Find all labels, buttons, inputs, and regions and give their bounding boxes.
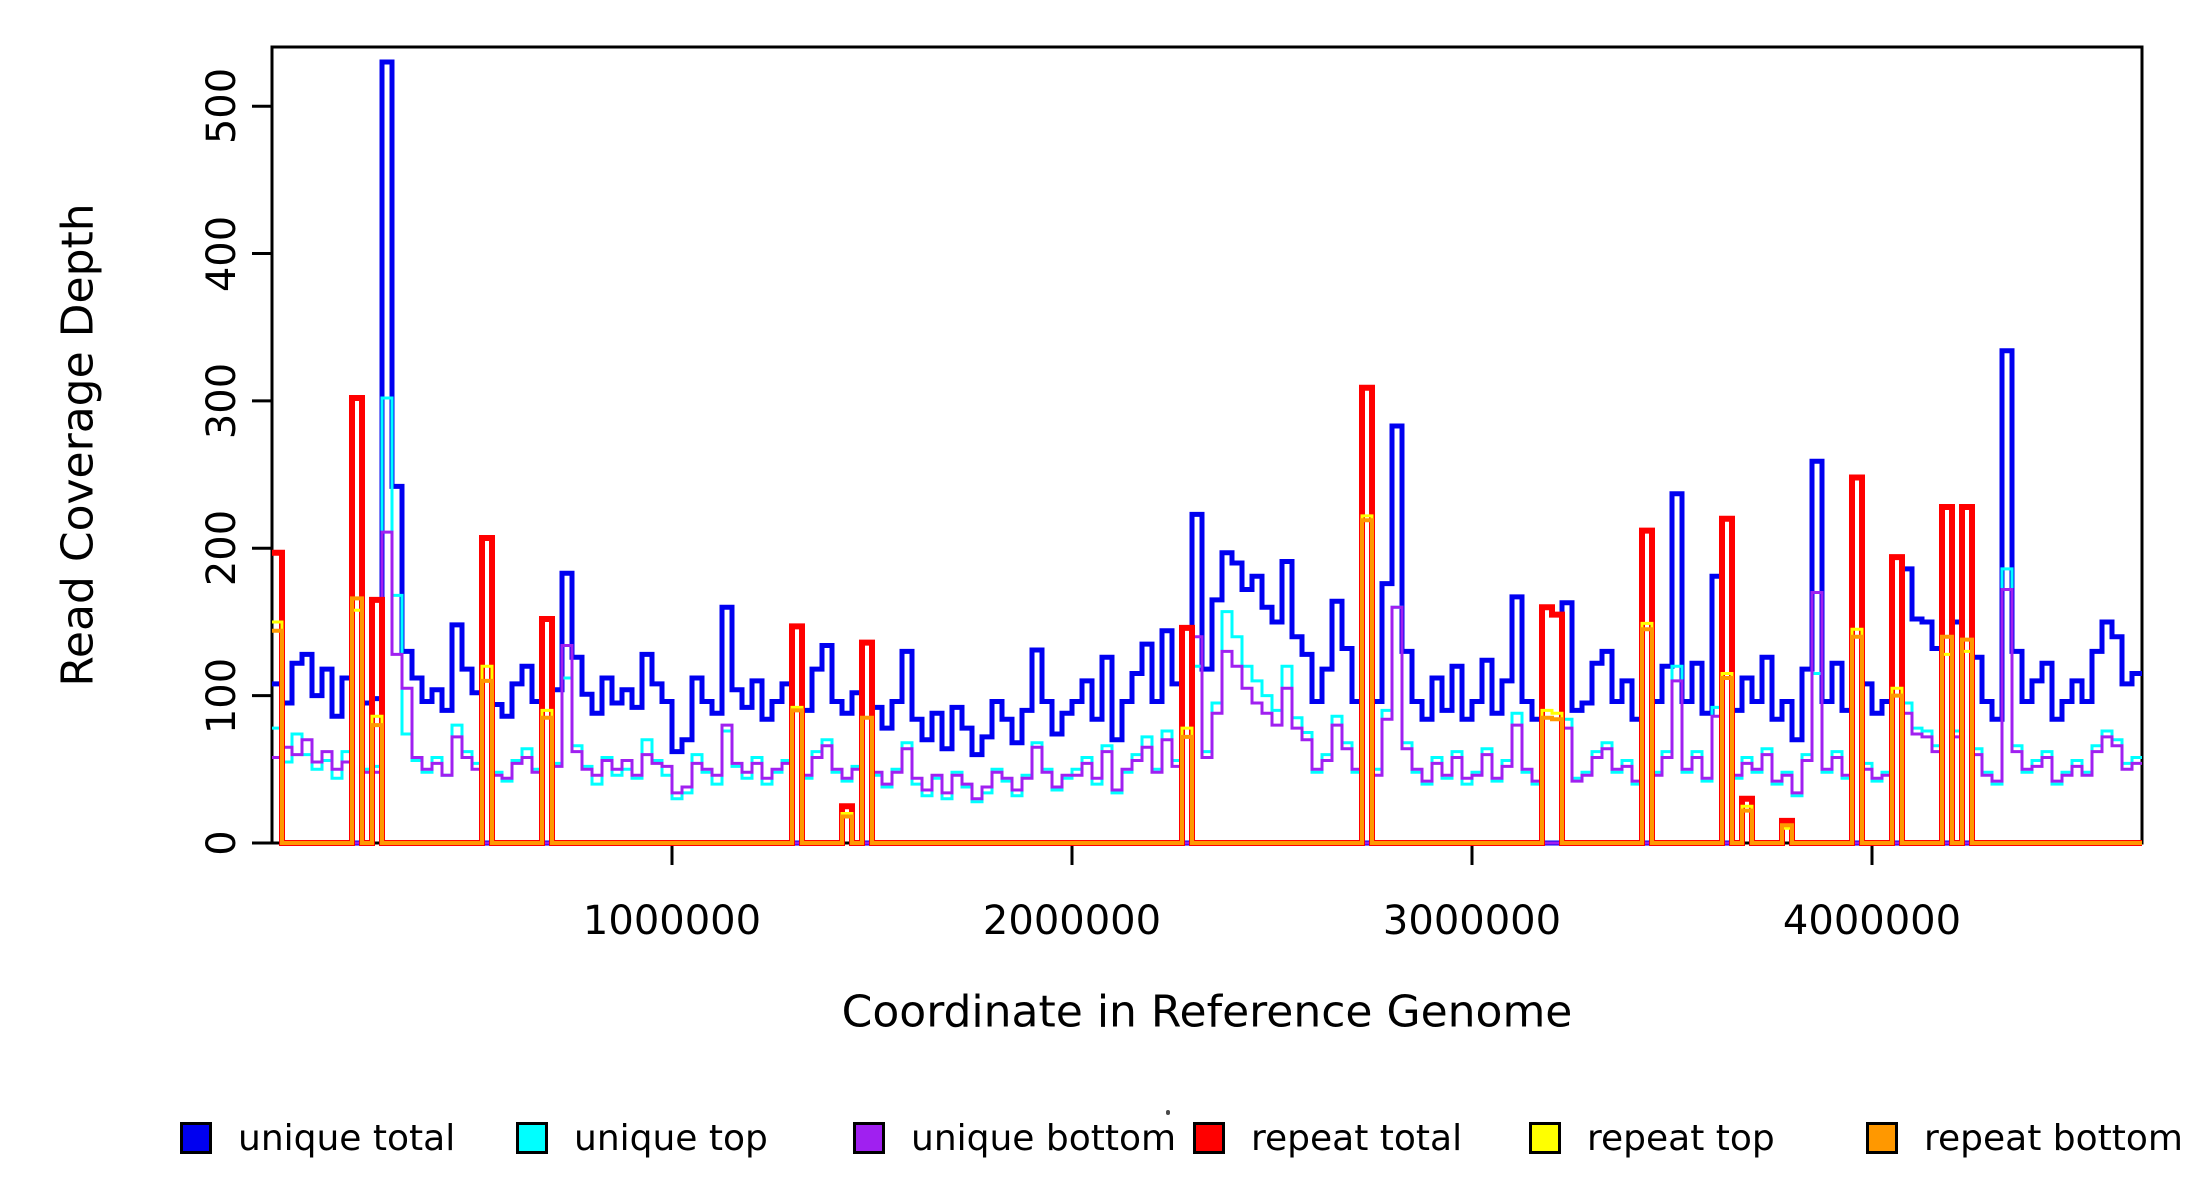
x-axis-title: Coordinate in Reference Genome xyxy=(841,986,1573,1038)
legend-swatch-repeat-top xyxy=(1529,1122,1561,1154)
y-tick-label-0: 0 xyxy=(199,830,245,856)
legend-item-repeat-bottom: repeat bottom xyxy=(1866,1117,2183,1159)
y-tick-label-100: 100 xyxy=(199,657,245,734)
stray-mark xyxy=(1166,1110,1170,1115)
legend-item-unique-total: unique total xyxy=(180,1117,456,1159)
legend-swatch-unique-bottom xyxy=(853,1122,885,1154)
series-line-repeat-bottom xyxy=(272,518,2142,845)
y-tick-label-300: 300 xyxy=(199,362,245,440)
x-tick-label-2000000: 2000000 xyxy=(982,898,1162,944)
y-axis-title: Read Coverage Depth xyxy=(52,203,104,687)
legend-label-repeat-top: repeat top xyxy=(1587,1117,1775,1159)
x-tick-label-3000000: 3000000 xyxy=(1382,898,1562,944)
legend-label-unique-bottom: unique bottom xyxy=(911,1117,1177,1159)
legend-swatch-repeat-total xyxy=(1193,1122,1225,1154)
legend-item-unique-bottom: unique bottom xyxy=(853,1117,1177,1159)
legend-swatch-unique-top xyxy=(516,1122,548,1154)
x-tick-label-4000000: 4000000 xyxy=(1782,898,1962,944)
legend-item-repeat-total: repeat total xyxy=(1193,1117,1463,1159)
legend-item-unique-top: unique top xyxy=(516,1117,768,1159)
y-tick-label-500: 500 xyxy=(199,68,245,145)
legend-label-repeat-bottom: repeat bottom xyxy=(1924,1117,2183,1159)
legend-label-unique-top: unique top xyxy=(574,1117,768,1159)
legend-label-repeat-total: repeat total xyxy=(1251,1117,1463,1159)
legend-swatch-repeat-bottom xyxy=(1866,1122,1898,1154)
x-tick-label-1000000: 1000000 xyxy=(582,898,762,944)
series-line-unique-bottom xyxy=(272,530,2142,845)
legend: unique total unique top unique bottom re… xyxy=(0,1117,2200,1159)
legend-label-unique-total: unique total xyxy=(238,1117,456,1159)
y-tick-label-400: 400 xyxy=(199,215,245,292)
y-tick-label-200: 200 xyxy=(199,510,245,587)
legend-swatch-unique-total xyxy=(180,1122,212,1154)
legend-item-repeat-top: repeat top xyxy=(1529,1117,1775,1159)
